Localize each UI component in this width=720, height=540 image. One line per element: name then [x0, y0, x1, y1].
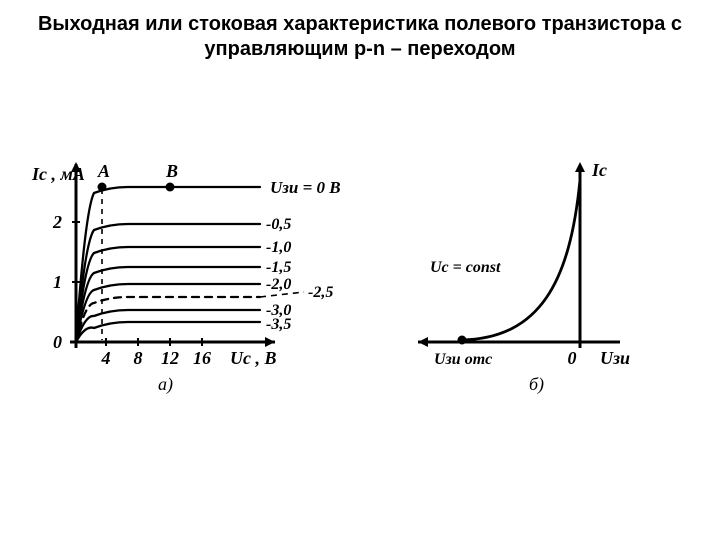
svg-text:Iс: Iс — [591, 160, 607, 180]
svg-text:Uзи = 0 В: Uзи = 0 В — [270, 178, 341, 197]
svg-text:8: 8 — [134, 348, 143, 368]
svg-text:а): а) — [158, 374, 173, 395]
svg-text:б): б) — [529, 374, 544, 395]
page-title: Выходная или стоковая характеристика пол… — [0, 0, 720, 62]
svg-text:12: 12 — [161, 348, 179, 368]
svg-text:Iс , мA: Iс , мA — [31, 164, 85, 184]
svg-text:Uзи: Uзи — [600, 348, 630, 368]
svg-text:Uзи отс: Uзи отс — [434, 351, 492, 368]
svg-text:0: 0 — [53, 332, 62, 352]
svg-text:Uс = const: Uс = const — [430, 259, 501, 276]
svg-text:-0,5: -0,5 — [266, 216, 291, 233]
svg-text:В: В — [165, 161, 178, 181]
charts-svg: 481216012Iс , мAUс , ВUзи = 0 В-0,5-1,0-… — [0, 62, 720, 522]
svg-text:-3,5: -3,5 — [266, 316, 291, 333]
svg-text:2: 2 — [52, 212, 62, 232]
svg-text:0: 0 — [568, 348, 577, 368]
svg-text:4: 4 — [101, 348, 111, 368]
svg-text:16: 16 — [193, 348, 211, 368]
svg-text:-2,5: -2,5 — [308, 284, 333, 301]
svg-text:-1,5: -1,5 — [266, 259, 291, 276]
svg-text:Uс , В: Uс , В — [230, 348, 277, 368]
svg-text:-1,0: -1,0 — [266, 239, 291, 256]
figure-container: 481216012Iс , мAUс , ВUзи = 0 В-0,5-1,0-… — [0, 62, 720, 522]
svg-text:А: А — [97, 161, 110, 181]
svg-text:-2,0: -2,0 — [266, 276, 291, 293]
svg-text:1: 1 — [53, 272, 62, 292]
